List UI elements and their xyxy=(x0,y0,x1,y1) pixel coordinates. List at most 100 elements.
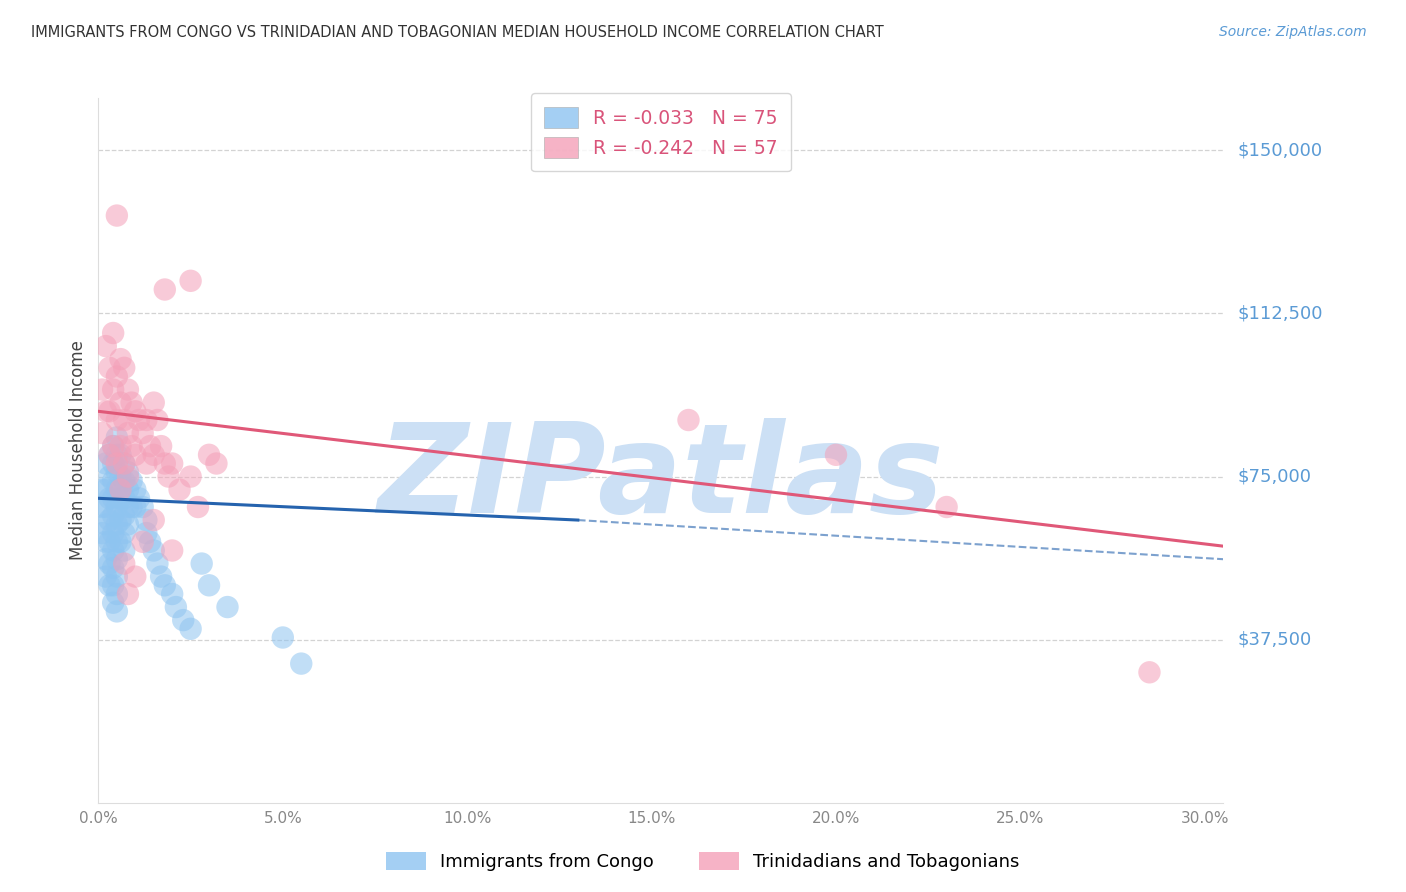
Point xyxy=(935,500,957,514)
Point xyxy=(94,339,117,353)
Point xyxy=(98,534,121,549)
Text: $112,500: $112,500 xyxy=(1237,304,1323,322)
Point xyxy=(112,508,135,523)
Text: ZIPatlas: ZIPatlas xyxy=(378,418,943,539)
Text: $150,000: $150,000 xyxy=(1237,141,1322,160)
Point xyxy=(135,526,157,541)
Point xyxy=(153,578,176,592)
Point xyxy=(98,491,121,506)
Point xyxy=(157,469,180,483)
Point xyxy=(101,439,124,453)
Point xyxy=(142,513,165,527)
Point xyxy=(160,543,183,558)
Point xyxy=(110,469,132,483)
Point xyxy=(94,404,117,418)
Point xyxy=(198,578,221,592)
Point xyxy=(110,352,132,367)
Point xyxy=(91,425,114,440)
Point xyxy=(117,483,139,497)
Point xyxy=(101,439,124,453)
Point xyxy=(101,491,124,506)
Point xyxy=(128,491,150,506)
Point xyxy=(180,469,202,483)
Point xyxy=(110,395,132,409)
Point xyxy=(187,500,209,514)
Point xyxy=(98,557,121,571)
Legend: Immigrants from Congo, Trinidadians and Tobagonians: Immigrants from Congo, Trinidadians and … xyxy=(380,845,1026,879)
Point xyxy=(110,448,132,462)
Point xyxy=(112,457,135,471)
Point xyxy=(101,561,124,575)
Point xyxy=(172,613,194,627)
Point xyxy=(180,622,202,636)
Point xyxy=(153,283,176,297)
Point xyxy=(121,474,143,488)
Point xyxy=(190,557,212,571)
Point xyxy=(105,457,128,471)
Point xyxy=(117,587,139,601)
Text: IMMIGRANTS FROM CONGO VS TRINIDADIAN AND TOBAGONIAN MEDIAN HOUSEHOLD INCOME CORR: IMMIGRANTS FROM CONGO VS TRINIDADIAN AND… xyxy=(31,25,884,40)
Point xyxy=(105,465,128,479)
Point xyxy=(105,569,128,583)
Point xyxy=(105,430,128,444)
Point xyxy=(101,383,124,397)
Point xyxy=(91,383,114,397)
Point xyxy=(94,457,117,471)
Point xyxy=(101,508,124,523)
Point xyxy=(98,578,121,592)
Point xyxy=(98,448,121,462)
Point xyxy=(117,469,139,483)
Point xyxy=(117,517,139,532)
Point xyxy=(101,326,124,340)
Point xyxy=(105,587,128,601)
Point xyxy=(94,483,117,497)
Point xyxy=(825,448,848,462)
Point xyxy=(153,457,176,471)
Point xyxy=(160,587,183,601)
Point xyxy=(110,534,132,549)
Point xyxy=(110,439,132,453)
Point xyxy=(135,513,157,527)
Point xyxy=(169,483,191,497)
Point xyxy=(98,469,121,483)
Point xyxy=(112,491,135,506)
Point xyxy=(98,360,121,375)
Point xyxy=(121,439,143,453)
Point xyxy=(124,448,146,462)
Point xyxy=(101,474,124,488)
Point xyxy=(124,569,146,583)
Point xyxy=(131,534,153,549)
Point xyxy=(198,448,221,462)
Point xyxy=(101,543,124,558)
Point xyxy=(135,413,157,427)
Point xyxy=(105,483,128,497)
Point xyxy=(98,404,121,418)
Point xyxy=(124,404,146,418)
Point xyxy=(150,569,173,583)
Point xyxy=(94,552,117,566)
Point xyxy=(94,534,117,549)
Point xyxy=(142,543,165,558)
Point xyxy=(112,413,135,427)
Point xyxy=(105,209,128,223)
Point xyxy=(142,448,165,462)
Point xyxy=(105,517,128,532)
Point xyxy=(128,413,150,427)
Point xyxy=(98,513,121,527)
Point xyxy=(105,413,128,427)
Point xyxy=(205,457,228,471)
Point xyxy=(135,457,157,471)
Point xyxy=(112,360,135,375)
Point xyxy=(131,425,153,440)
Point xyxy=(110,483,132,497)
Point xyxy=(101,578,124,592)
Point xyxy=(110,491,132,506)
Point xyxy=(131,500,153,514)
Point xyxy=(112,457,135,471)
Point xyxy=(98,448,121,462)
Text: $75,000: $75,000 xyxy=(1237,467,1312,485)
Point xyxy=(165,600,187,615)
Text: $37,500: $37,500 xyxy=(1237,631,1312,648)
Point xyxy=(91,483,114,497)
Point xyxy=(160,457,183,471)
